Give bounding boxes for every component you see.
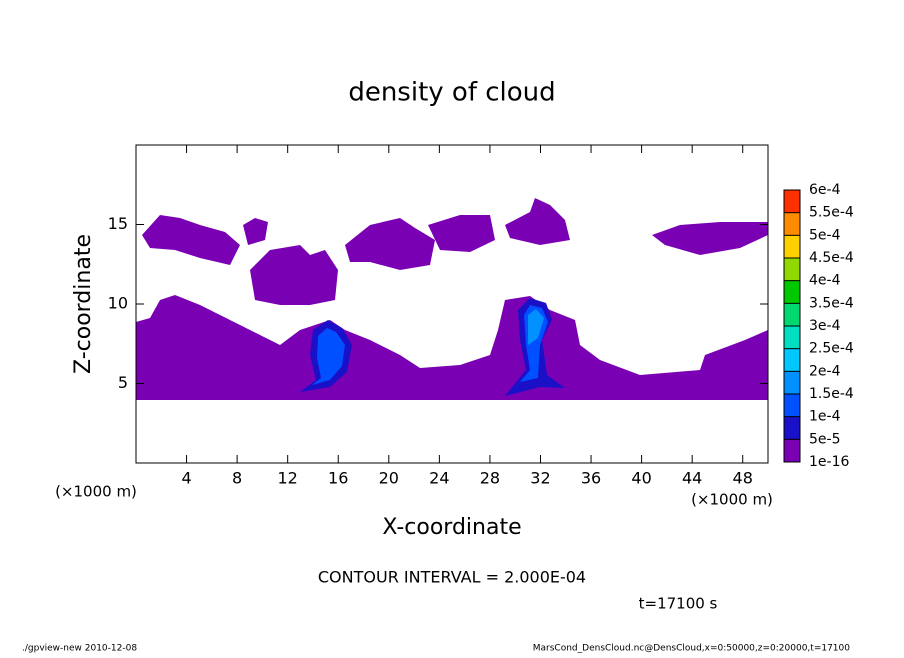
contour-region [142,215,240,265]
colorbar-box [784,280,800,304]
colorbar-box [784,371,800,394]
y-unit: (×1000 m) [55,483,137,501]
x-tick-label: 20 [379,469,399,488]
colorbar-label: 5e-5 [809,431,840,447]
x-unit: (×1000 m) [691,491,773,509]
contour-region [528,309,544,345]
colorbar-box [784,235,800,258]
colorbar-box [784,190,800,213]
colorbar-label: 1.5e-4 [809,386,854,402]
colorbar-box [784,394,800,417]
y-tick-label: 15 [108,214,128,233]
colorbar-box [784,303,800,326]
colorbar-box [784,439,800,462]
colorbar-label: 1e-4 [809,409,841,425]
colorbar-label: 3e-4 [809,318,841,334]
contour-region [250,245,338,305]
colorbar-box [784,258,800,281]
contour-region [312,328,345,385]
x-tick-label: 44 [682,469,702,488]
contour-region [243,218,268,245]
footer: MarsCond_DensCloud.nc@DensCloud,x=0:5000… [533,644,850,654]
x-tick-label: 40 [631,469,651,488]
x-tick-label: 36 [581,469,601,488]
footer: ./gpview-new 2010-12-08 [22,644,137,654]
colorbar-label: 2e-4 [809,363,841,379]
plot-frame [135,144,769,464]
x-tick-label: 4 [181,469,191,488]
contour-region [428,215,495,252]
x-tick-label: 16 [328,469,348,488]
colorbar-label: 6e-4 [809,182,841,198]
contour-field [136,198,768,400]
x-tick-label: 12 [278,469,298,488]
chart-title: density of cloud [348,78,555,108]
x-tick-label: 8 [232,469,242,488]
x-tick-label: 48 [733,469,753,488]
x-tick-label: 32 [530,469,550,488]
colorbar-box [784,416,800,440]
annotation: t=17100 s [639,595,718,613]
colorbar-label: 5.5e-4 [809,205,854,221]
annotation: CONTOUR INTERVAL = 2.000E-04 [318,568,586,587]
x-tick-label: 28 [480,469,500,488]
colorbar-label: 5e-4 [809,227,841,243]
x-tick-label: 24 [429,469,449,488]
y-axis-label: Z-coordinate [71,234,96,374]
colorbar-label: 3.5e-4 [809,295,854,311]
colorbar-box [784,212,800,236]
contour-region [136,295,768,400]
contour-region [505,198,570,245]
y-tick-label: 10 [108,294,128,313]
colorbar-label: 2.5e-4 [809,341,854,357]
y-tick-label: 5 [118,373,128,392]
contour-region [345,218,435,270]
colorbar-box [784,326,800,349]
colorbar-box [784,348,800,372]
contour-region [652,222,768,255]
colorbar-label: 4e-4 [809,273,841,289]
x-axis-label: X-coordinate [382,515,521,540]
colorbar-label: 4.5e-4 [809,250,854,266]
colorbar-label: 1e-16 [809,454,849,470]
